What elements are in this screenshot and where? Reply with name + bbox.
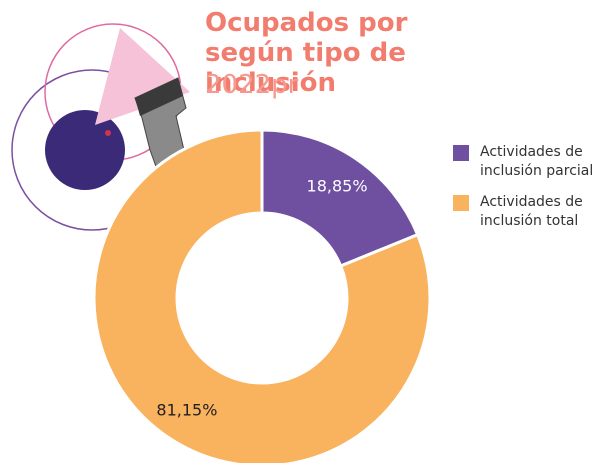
deco-cuff	[135, 78, 183, 116]
donut-slice	[92, 128, 432, 463]
value-label: 81,15%	[156, 400, 218, 420]
legend-label: Actividades de inclusión parcial	[480, 144, 594, 179]
legend-item: Actividades de inclusión total	[453, 193, 598, 231]
deco-dot	[105, 130, 111, 136]
chart-title: Ocupados por según tipo de inclusión	[205, 8, 408, 98]
legend-label: Actividades de inclusión total	[480, 194, 583, 229]
value-label: 18,85%	[306, 176, 368, 196]
chart-subtitle: 2022pr	[205, 70, 299, 100]
legend-item: Actividades de inclusión parcial	[453, 143, 598, 181]
deco-disc	[45, 110, 125, 190]
donut-slice	[260, 128, 420, 268]
deco-triangle	[95, 28, 190, 125]
donut	[92, 128, 432, 463]
legend-swatch	[453, 195, 469, 211]
legend-swatch	[453, 145, 469, 161]
